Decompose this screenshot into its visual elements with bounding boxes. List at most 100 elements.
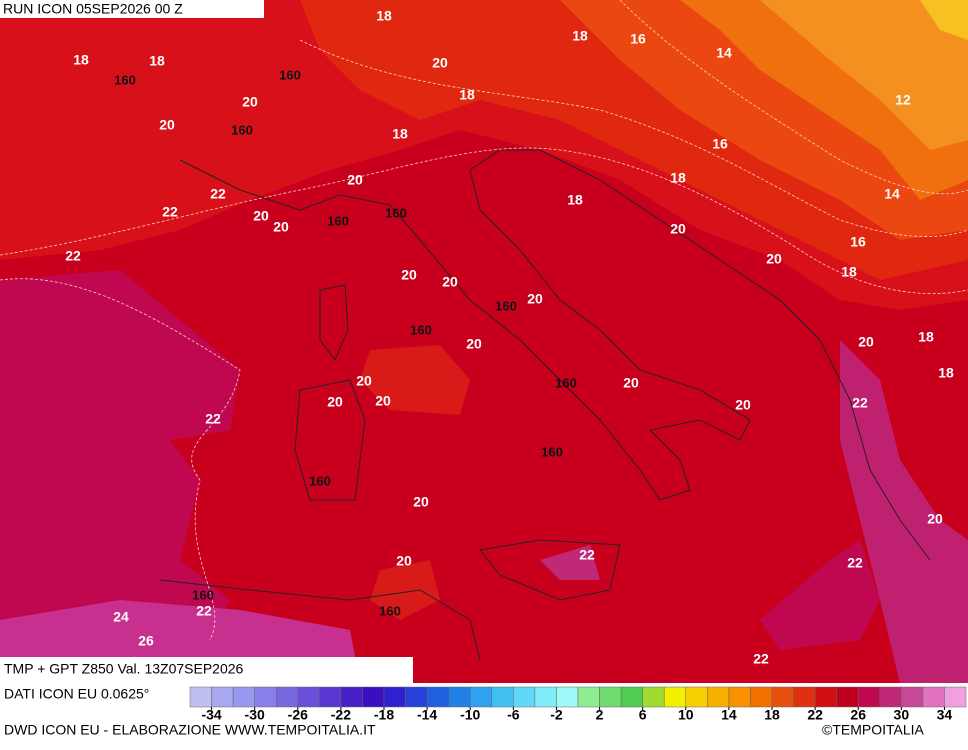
temperature-label: 20 [927,511,943,527]
data-source: DATI ICON EU 0.0625° [4,686,149,702]
temperature-label: 12 [895,92,911,108]
colorbar-swatch [513,686,536,708]
height-label: 160 [192,587,214,602]
colorbar-tick-label: 22 [807,707,823,723]
temperature-label: 20 [375,393,391,409]
temperature-label: 20 [858,334,874,350]
height-label: 160 [495,298,517,313]
colorbar-swatch [577,686,600,708]
colorbar-swatch [319,686,342,708]
height-label: 160 [309,473,331,488]
colorbar-swatch [232,686,255,708]
colorbar-tick-label: 18 [764,707,780,723]
height-label: 160 [279,67,301,82]
temperature-label: 20 [670,221,686,237]
colorbar-tick-label: 30 [894,707,910,723]
colorbar-swatch [685,686,708,708]
height-label: 160 [379,603,401,618]
temperature-label: 20 [442,274,458,290]
temperature-label: 20 [347,172,363,188]
colorbar-swatch [426,686,449,708]
temperature-label: 20 [242,94,258,110]
height-label: 160 [114,72,136,87]
colorbar-swatch [728,686,751,708]
temperature-label: 20 [273,219,289,235]
temperature-label: 22 [852,395,868,411]
colorbar: -34 -30 -26 -22 -18 -14 -10 -6 -2 2 6 10 14 18 22 26 30 3… [189,686,967,723]
temperature-label: 18 [572,28,588,44]
colorbar-swatch [750,686,773,708]
colorbar-swatch [620,686,643,708]
contour-labels: 18 18 16 14 18 18 20 18 12 20 20 18 16 1… [65,8,954,667]
temperature-label: 20 [253,208,269,224]
temperature-label: 22 [205,411,221,427]
colorbar-swatch [836,686,859,708]
colorbar-swatch [707,686,730,708]
temperature-label: 16 [850,234,866,250]
temperature-label: 20 [432,55,448,71]
temperature-label: 18 [841,264,857,280]
temperature-label: 18 [73,52,89,68]
colorbar-tick-label: -10 [460,707,480,723]
colorbar-tick-label: -34 [201,707,221,723]
temperature-label: 20 [766,251,782,267]
colorbar-swatch [297,686,320,708]
temperature-label: 18 [670,170,686,186]
temperature-label: 18 [567,192,583,208]
colorbar-swatch [383,686,406,708]
height-label: 160 [231,122,253,137]
colorbar-swatch [857,686,881,708]
colorbar-swatch [944,686,967,708]
temperature-label: 20 [327,394,343,410]
colorbar-swatch [663,686,687,708]
temperature-label: 24 [113,609,129,625]
temperature-label: 20 [159,117,175,133]
map-title: TMP + GPT Z850 Val. 13Z07SEP2026 [4,661,244,677]
temperature-label: 22 [196,603,212,619]
colorbar-swatch [448,686,471,708]
colorbar-swatch [275,686,299,708]
coastlines [159,149,931,661]
temperature-label: 22 [579,547,595,563]
temperature-label: 26 [138,633,154,649]
temperature-label: 16 [712,136,728,152]
colorbar-tick-label: 10 [678,707,694,723]
colorbar-tick-label: 2 [596,707,604,723]
temperature-label: 20 [466,336,482,352]
colorbar-swatch [793,686,816,708]
colorbar-tick-label: 6 [639,707,647,723]
temperature-label: 20 [356,373,372,389]
map-field [0,0,968,683]
temperature-label: 16 [630,31,646,47]
temperature-label: 18 [918,329,934,345]
height-label: 160 [410,322,432,337]
temperature-label: 20 [401,267,417,283]
colorbar-tick-label: -22 [331,707,351,723]
height-label: 160 [555,375,577,390]
temperature-label: 18 [149,53,165,69]
colorbar-swatch [534,686,557,708]
temperature-label: 18 [376,8,392,24]
colorbar-tick-label: -26 [288,707,308,723]
temperature-label: 18 [392,126,408,142]
colorbar-swatch [556,686,579,708]
colorbar-swatch [211,686,234,708]
colorbar-swatch [814,686,837,708]
colorbar-tick-label: -6 [507,707,520,723]
height-label: 160 [327,213,349,228]
colorbar-tick-label: -18 [374,707,394,723]
colorbar-tick-label: 34 [937,707,953,723]
credits: DWD ICON EU - ELABORAZIONE WWW.TEMPOITAL… [4,722,376,738]
colorbar-swatch [922,686,945,708]
colorbar-tick-label: -2 [550,707,563,723]
temperature-label: 20 [413,494,429,510]
colorbar-swatch [405,686,428,708]
copyright: ©TEMPOITALIA [822,722,925,738]
temperature-label: 20 [527,291,543,307]
temperature-label: 18 [459,87,475,103]
temperature-label: 22 [847,555,863,571]
colorbar-tick-label: -30 [245,707,265,723]
colorbar-swatch [901,686,924,708]
colorbar-swatch [771,686,794,708]
